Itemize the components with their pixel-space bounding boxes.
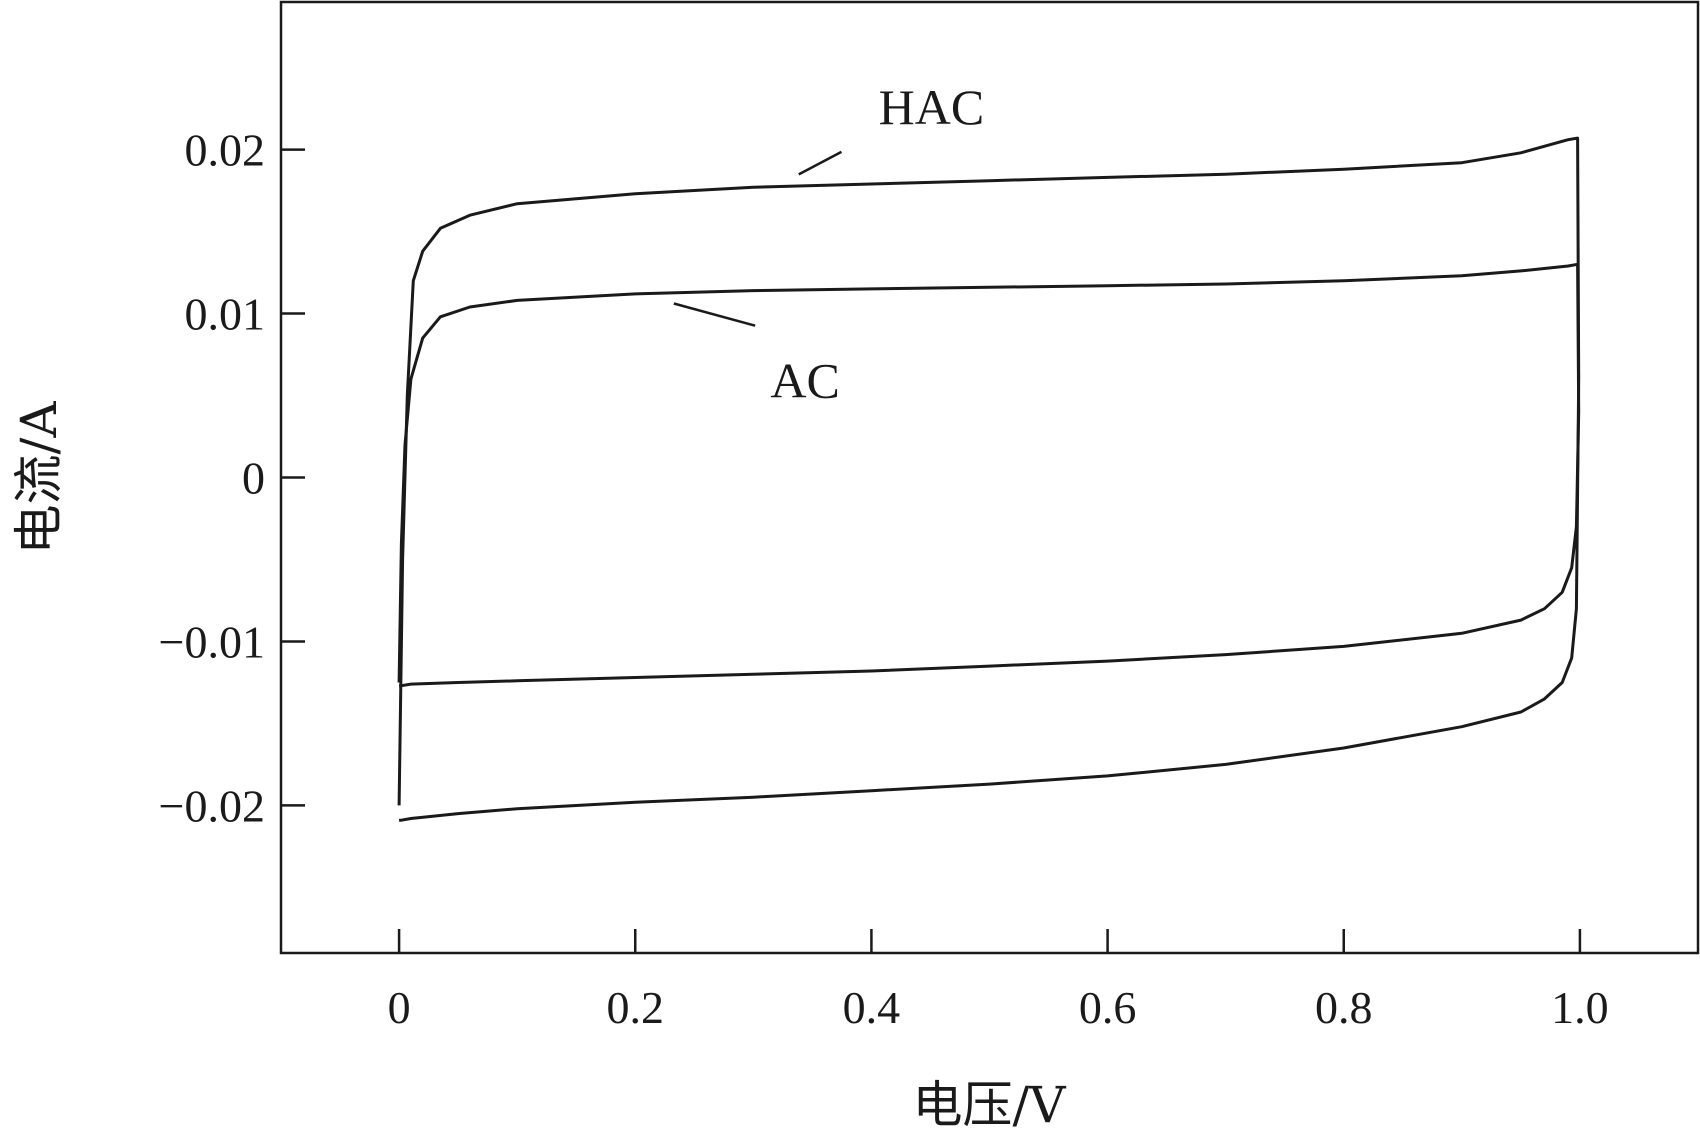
series-label-hac: HAC <box>879 79 985 135</box>
y-tick-label-0: 0.02 <box>185 125 266 176</box>
y-tick-label-3: −0.01 <box>159 616 265 667</box>
x-tick-label-2: 0.4 <box>843 982 901 1033</box>
series-label-ac: AC <box>770 353 839 409</box>
x-tick-label-0: 0 <box>388 982 411 1033</box>
y-axis-title: 电流/A <box>10 401 68 555</box>
y-tick-label-4: −0.02 <box>159 780 265 831</box>
y-tick-label-2: 0 <box>242 453 265 504</box>
x-tick-label-4: 0.8 <box>1315 982 1373 1033</box>
x-tick-label-1: 0.2 <box>607 982 665 1033</box>
series-layer <box>397 136 1581 822</box>
leader-line-hac <box>798 150 842 176</box>
series-labels: HAC AC <box>673 79 985 409</box>
x-axis-ticks: 0 0.2 0.4 0.6 0.8 1.0 <box>388 929 1609 1033</box>
x-axis-title: 电压/V <box>913 1076 1067 1134</box>
y-axis-ticks: 0.02 0.01 0 −0.01 −0.02 <box>159 125 305 831</box>
series-line-ac <box>397 262 1581 688</box>
series-line-hac <box>397 136 1581 822</box>
x-tick-label-3: 0.6 <box>1079 982 1137 1033</box>
x-tick-label-5: 1.0 <box>1551 982 1609 1033</box>
y-tick-label-1: 0.01 <box>185 289 266 340</box>
leader-line-ac <box>673 302 756 327</box>
